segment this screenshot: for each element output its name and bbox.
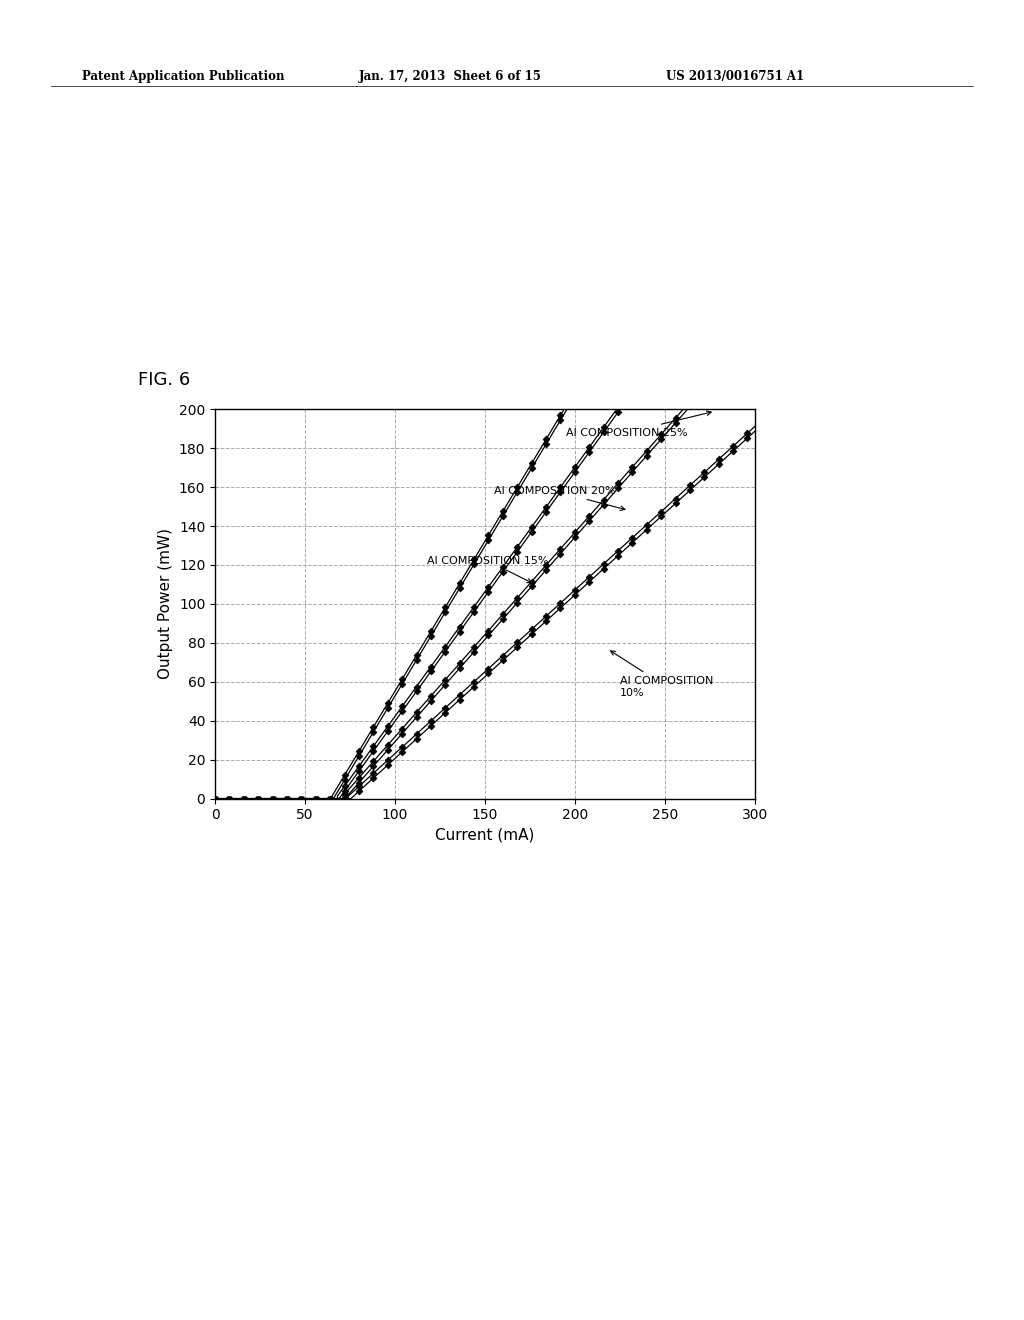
Text: Al COMPOSITION 15%: Al COMPOSITION 15%: [427, 556, 549, 582]
Text: Jan. 17, 2013  Sheet 6 of 15: Jan. 17, 2013 Sheet 6 of 15: [358, 70, 542, 83]
Y-axis label: Output Power (mW): Output Power (mW): [159, 528, 173, 680]
Text: US 2013/0016751 A1: US 2013/0016751 A1: [666, 70, 804, 83]
X-axis label: Current (mA): Current (mA): [435, 828, 535, 843]
Text: FIG. 6: FIG. 6: [138, 371, 190, 389]
Text: Al COMPOSITION
10%: Al COMPOSITION 10%: [610, 651, 713, 697]
Text: Patent Application Publication: Patent Application Publication: [82, 70, 285, 83]
Text: Al COMPOSITION 20%: Al COMPOSITION 20%: [494, 486, 625, 511]
Text: Al COMPOSITION 25%: Al COMPOSITION 25%: [566, 411, 712, 437]
